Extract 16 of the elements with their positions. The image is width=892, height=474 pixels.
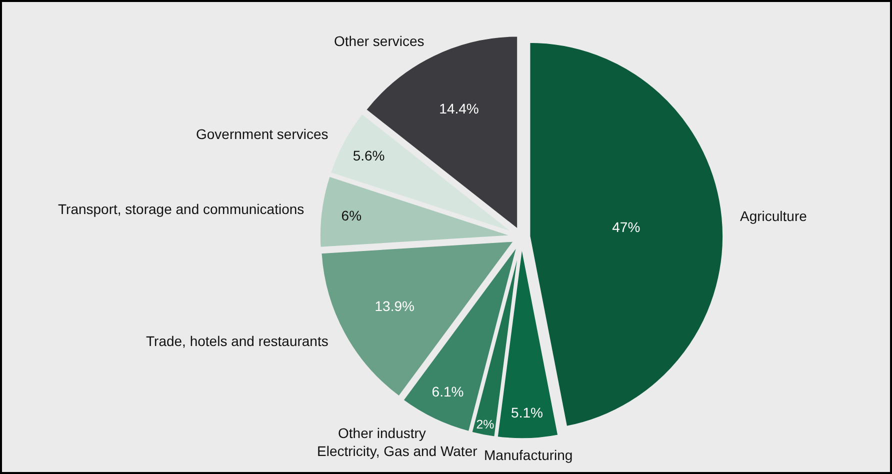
slice-label: Manufacturing	[484, 447, 573, 463]
data-label: 2%	[476, 418, 494, 432]
slice-label: Other industry	[338, 425, 426, 441]
data-label: 6.1%	[432, 383, 464, 400]
slice-label: Other services	[334, 33, 424, 49]
data-label: 13.9%	[374, 298, 414, 314]
slice-label: Agriculture	[740, 208, 808, 224]
data-label: 14.4%	[439, 100, 479, 116]
data-label: 47%	[612, 218, 640, 235]
slice-label: Government services	[196, 126, 328, 142]
slice-label: Transport, storage and communications	[58, 201, 304, 217]
slice-label: Trade, hotels and restaurants	[146, 333, 328, 349]
data-label: 6%	[341, 207, 362, 224]
data-label: 5.1%	[511, 404, 543, 420]
data-label: 5.6%	[352, 147, 385, 164]
slice-label: Electricity, Gas and Water	[317, 443, 478, 459]
